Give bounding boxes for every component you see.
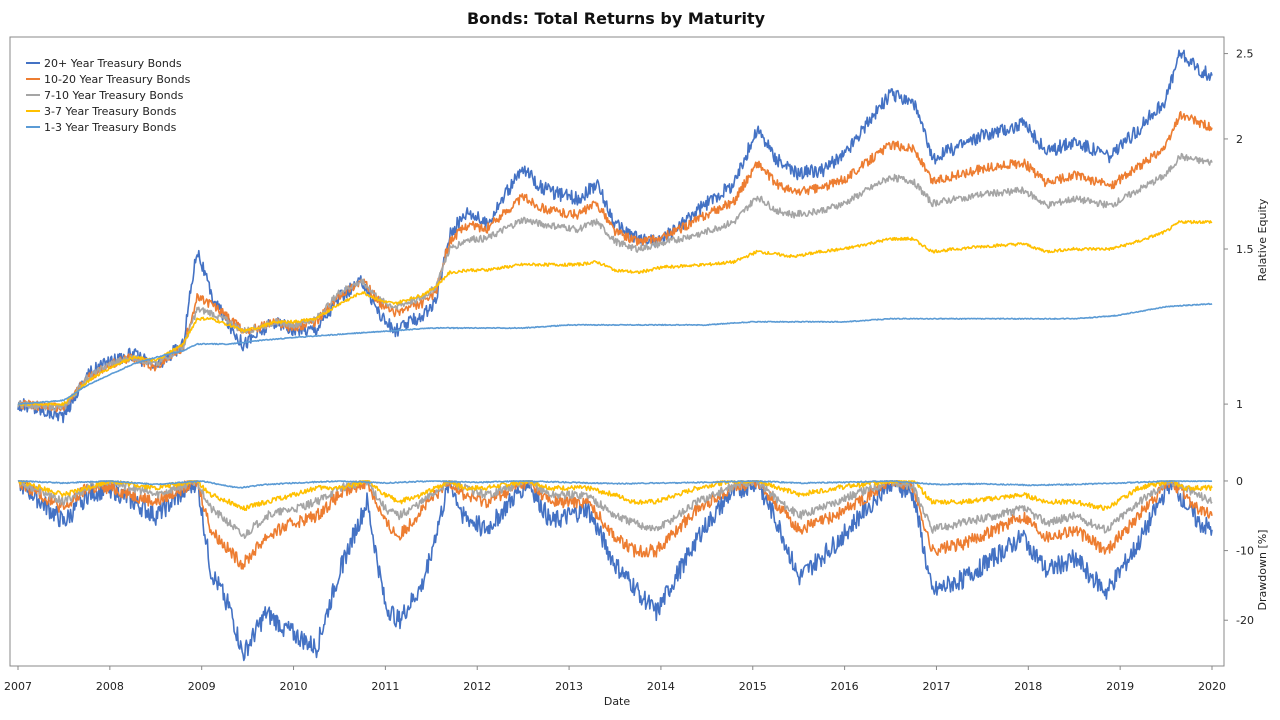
x-tick-label: 2019 [1106,680,1134,693]
x-tick-label: 2018 [1014,680,1042,693]
y-axis-title-equity: Relative Equity [1256,198,1269,281]
equity-line-ief [17,152,1213,412]
series-layer [17,49,1213,662]
equity-y-tick-label: 2 [1236,133,1243,146]
x-axis-title: Date [604,695,631,708]
legend-label-shy: 1-3 Year Treasury Bonds [44,121,177,134]
x-tick-label: 2015 [739,680,767,693]
equity-line-shy [17,302,1213,405]
chart-title: Bonds: Total Returns by Maturity [466,9,766,28]
equity-y-tick-label: 1 [1236,398,1243,411]
x-tick-label: 2014 [647,680,675,693]
drawdown-line-shy [17,480,1213,489]
x-tick-label: 2011 [371,680,399,693]
legend-label-tlh: 10-20 Year Treasury Bonds [44,73,191,86]
legend-label-iei: 3-7 Year Treasury Bonds [44,105,177,118]
drawdown-line-tlt [17,480,1213,662]
x-tick-label: 2007 [4,680,32,693]
drawdown-y-tick-label: -10 [1236,545,1254,558]
drawdown-y-tick-label: -20 [1236,614,1254,627]
x-tick-label: 2017 [922,680,950,693]
drawdown-line-iei [18,480,1213,511]
drawdown-line-tlh [18,480,1213,570]
equity-y-tick-label: 2.5 [1236,48,1254,61]
equity-line-iei [17,219,1213,407]
x-tick-label: 2009 [188,680,216,693]
legend-label-tlt: 20+ Year Treasury Bonds [44,57,182,70]
drawdown-y-tick-label: 0 [1236,475,1243,488]
equity-line-tlh [17,110,1213,413]
x-tick-label: 2008 [96,680,124,693]
x-tick-label: 2012 [463,680,491,693]
x-tick-label: 2020 [1198,680,1226,693]
y-axis-title-drawdown: Drawdown [%] [1256,530,1269,611]
equity-line-tlt [17,49,1213,424]
axis-layer: 2007 2008 2009 2010 2011 2012 2013 2014 2015 2016… [4,48,1254,693]
x-tick-label: 2016 [831,680,859,693]
plot-frame [9,36,1225,667]
legend: 20+ Year Treasury Bonds 10-20 Year Treasu… [26,57,191,134]
legend-label-ief: 7-10 Year Treasury Bonds [44,89,184,102]
x-tick-label: 2013 [555,680,583,693]
drawdown-line-ief [17,480,1213,539]
equity-y-tick-label: 1.5 [1236,243,1254,256]
x-tick-label: 2010 [280,680,308,693]
